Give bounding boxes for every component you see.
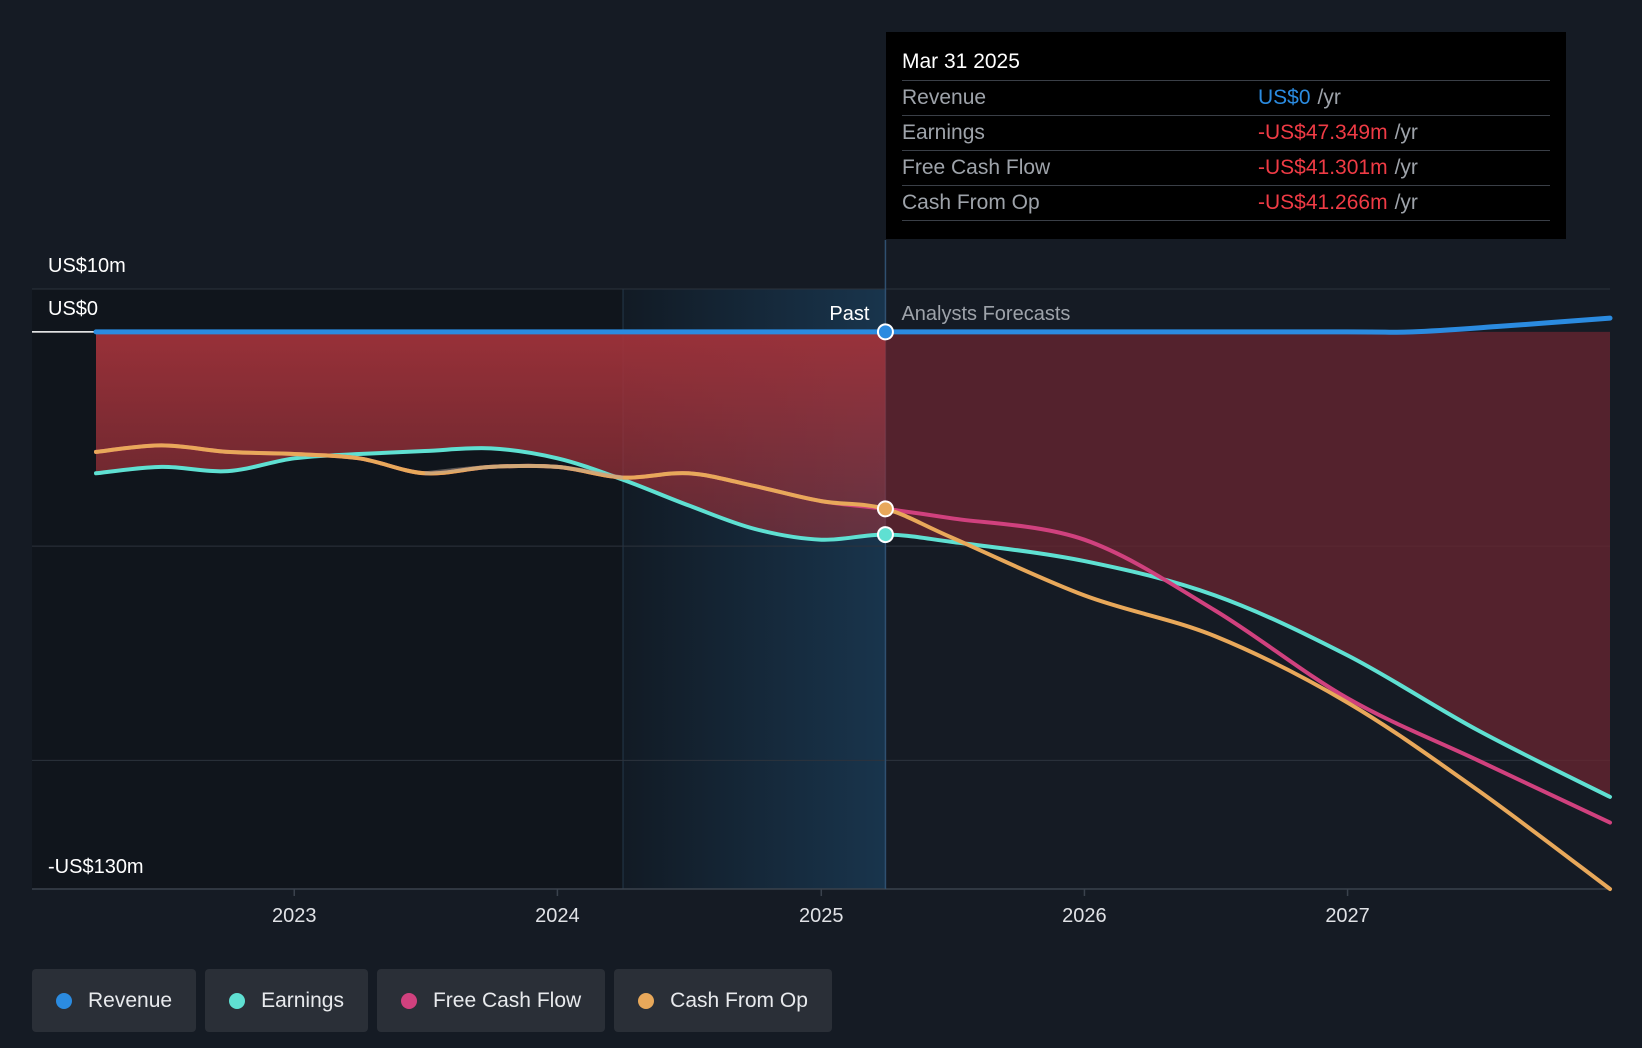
x-tick-label: 2024 <box>535 905 580 927</box>
marker-earnings <box>876 526 894 544</box>
tooltip-unit: /yr <box>1394 156 1418 179</box>
tooltip-row-cash-from-op: Cash From Op -US$41.266m /yr <box>902 186 1550 221</box>
tooltip-value: -US$41.266m <box>1258 191 1388 214</box>
x-tick-label: 2026 <box>1062 905 1107 927</box>
legend-label: Earnings <box>261 988 344 1012</box>
tooltip-unit: /yr <box>1317 86 1341 109</box>
tooltip-row-revenue: Revenue US$0 /yr <box>902 81 1550 116</box>
tooltip-unit: /yr <box>1394 121 1418 144</box>
tooltip-value: -US$47.349m <box>1258 121 1388 144</box>
y-tick-label: US$0 <box>48 298 98 320</box>
forecast-label: Analysts Forecasts <box>901 303 1070 325</box>
legend-dot-icon <box>400 992 417 1009</box>
past-label: Past <box>829 303 869 325</box>
marker-revenue <box>876 323 894 341</box>
legend-dot-icon <box>229 992 246 1009</box>
legend-label: Revenue <box>88 988 173 1012</box>
x-tick-label: 2025 <box>799 905 844 927</box>
legend-label: Free Cash Flow <box>432 988 582 1012</box>
marker-cash-from-op <box>876 500 894 518</box>
x-tick-label: 2027 <box>1325 905 1370 927</box>
overlap-highlight <box>424 463 624 480</box>
legend-item-free-cash-flow[interactable]: Free Cash Flow <box>376 969 606 1032</box>
tooltip-label: Earnings <box>902 121 985 144</box>
tooltip-label: Cash From Op <box>902 191 1040 214</box>
legend-dot-icon <box>638 992 655 1009</box>
legend-item-earnings[interactable]: Earnings <box>205 969 368 1032</box>
earnings-area-forecast <box>885 331 1610 797</box>
series-line-cash-from-op <box>94 443 1612 891</box>
tooltip-row-free-cash-flow: Free Cash Flow -US$41.301m /yr <box>902 151 1550 186</box>
tooltip-unit: /yr <box>1394 191 1418 214</box>
legend-dot-icon <box>56 992 72 1009</box>
x-tick-label: 2023 <box>272 905 317 927</box>
series-line-revenue <box>93 315 1613 335</box>
series-line-earnings <box>94 446 1612 799</box>
tooltip-label: Revenue <box>902 86 987 109</box>
tooltip-label: Free Cash Flow <box>902 156 1051 179</box>
legend: Revenue Earnings Free Cash Flow Cash Fro… <box>32 969 832 1032</box>
earnings-area-past <box>96 331 886 540</box>
y-tick-label: -US$130m <box>48 856 144 878</box>
tooltip: Mar 31 2025 Revenue US$0 /yr Earnings -U… <box>886 32 1566 239</box>
legend-item-revenue[interactable]: Revenue <box>32 969 197 1032</box>
tooltip-value: -US$41.301m <box>1258 156 1388 179</box>
tooltip-value: US$0 <box>1258 86 1311 109</box>
legend-item-cash-from-op[interactable]: Cash From Op <box>614 969 832 1032</box>
tooltip-date: Mar 31 2025 <box>902 44 1550 81</box>
tooltip-row-earnings: Earnings -US$47.349m /yr <box>902 116 1550 151</box>
legend-label: Cash From Op <box>670 988 808 1012</box>
y-tick-label: US$10m <box>48 255 126 277</box>
